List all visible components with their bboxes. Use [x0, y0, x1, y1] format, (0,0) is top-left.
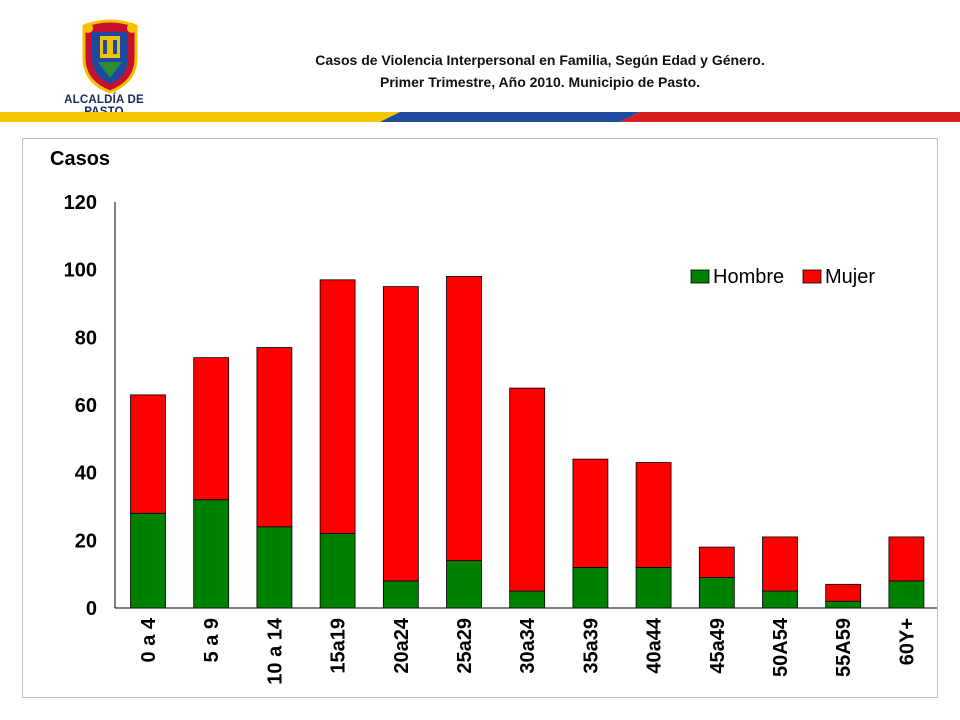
x-tick-label: 20a24 [391, 617, 413, 673]
bar-mujer [888, 536, 925, 582]
stripe-red [620, 112, 960, 122]
bar-mujer [256, 347, 293, 528]
bar-mujer [572, 458, 609, 568]
y-tick-label: 20 [75, 530, 97, 552]
bar-hombre [319, 533, 356, 609]
stripe-blue [380, 112, 640, 122]
page-title-line2: Primer Trimestre, Año 2010. Municipio de… [379, 74, 701, 90]
bar-mujer [193, 357, 230, 501]
x-tick-label: 5 a 9 [201, 618, 223, 662]
x-tick-label: 35a39 [580, 618, 602, 674]
x-tick-label: 45a49 [707, 618, 729, 674]
legend-swatch-mujer [802, 269, 822, 284]
bar-hombre [193, 499, 230, 609]
bar-hombre [382, 580, 419, 609]
bar-hombre [572, 566, 609, 609]
bar-mujer [509, 387, 546, 592]
y-tick-label: 40 [75, 463, 97, 485]
x-tick-label: 10 a 14 [264, 617, 286, 685]
bar-hombre [256, 526, 293, 609]
bar-hombre [698, 577, 735, 609]
y-axis-label: Casos [50, 148, 110, 170]
legend-swatch-hombre [690, 269, 710, 284]
bar-hombre [762, 590, 798, 609]
bar-mujer [635, 462, 672, 568]
bar-hombre [825, 600, 862, 609]
bar-hombre [130, 512, 166, 609]
y-tick-label: 0 [86, 598, 97, 620]
x-tick-label: 15a19 [328, 618, 350, 674]
stacked-bar-chart: Casos 0 20 40 60 80 100 120 0 a 4 5 a 9 10 a 14 15a… [50, 148, 937, 685]
bar-mujer [382, 286, 419, 582]
bar-hombre [509, 590, 546, 609]
stripe-yellow [0, 112, 420, 122]
legend-label-hombre: Hombre [713, 266, 784, 288]
bar-mujer [319, 279, 356, 534]
y-tick-label: 120 [64, 192, 97, 214]
bar-mujer [698, 546, 735, 578]
x-tick-label: 50A54 [770, 617, 792, 677]
y-tick-label: 100 [64, 260, 97, 282]
bar-mujer [446, 276, 482, 562]
y-tick-label: 80 [75, 327, 97, 349]
coat-of-arms-logo [82, 19, 138, 94]
x-tick-label: 0 a 4 [138, 617, 160, 662]
bar-hombre [635, 566, 672, 609]
header: ALCALDÍA DE PASTO Casos de Violencia Int… [0, 0, 960, 118]
x-tick-label: 25a29 [454, 618, 476, 674]
chart-panel: Casos 0 20 40 60 80 100 120 0 a 4 5 a 9 10 a 14 15a… [22, 138, 938, 698]
x-tick-label: 60Y+ [896, 618, 918, 665]
bar-hombre [446, 560, 482, 609]
header-stripe [0, 112, 960, 122]
bar-hombre [888, 580, 925, 609]
bar-mujer [130, 394, 166, 514]
bar-mujer [762, 536, 798, 592]
y-tick-label: 60 [75, 395, 97, 417]
x-tick-label: 30a34 [517, 617, 539, 673]
bar-mujer [825, 583, 862, 602]
x-tick-label: 40a44 [644, 617, 666, 673]
x-tick-label: 55A59 [833, 618, 855, 677]
legend-label-mujer: Mujer [825, 266, 875, 288]
page-title-line1: Casos de Violencia Interpersonal en Fami… [315, 52, 765, 68]
